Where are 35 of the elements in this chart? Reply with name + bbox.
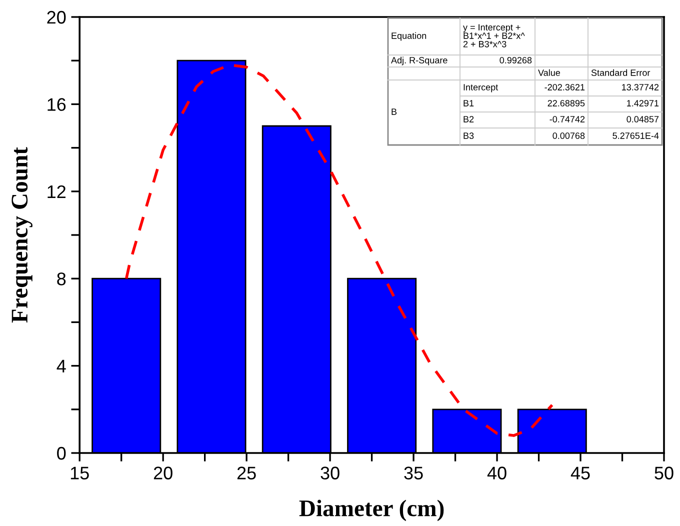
annotation: y = Intercept + B1*x^1 + B2*x^ 2 + B3*x^3 <box>463 24 525 48</box>
annotation: -202.3621 <box>544 84 585 90</box>
annotation: Adj. R-Square <box>391 56 448 66</box>
annotation: 13.37742 <box>622 84 659 90</box>
annotation: 0.04857 <box>626 116 659 122</box>
annotation: Standard Error <box>591 69 650 76</box>
annotation: Equation <box>392 32 426 41</box>
x-tick-label: 30 <box>320 466 340 480</box>
annotation: B1 <box>464 100 474 106</box>
annotation: B3 <box>464 132 474 139</box>
y-tick-label: 8 <box>57 272 66 286</box>
annotation: -0.74742 <box>550 116 585 122</box>
annotation: 1.42971 <box>627 100 659 106</box>
annotation: Value <box>538 69 560 76</box>
annotation: 0.00768 <box>552 132 585 139</box>
y-tick-label: 20 <box>47 10 66 24</box>
annotation: Intercept <box>464 84 498 92</box>
x-tick-label: 40 <box>487 466 506 480</box>
x-tick-label: 45 <box>570 466 590 480</box>
y-tick-label: 0 <box>57 446 66 460</box>
x-axis-title: Diameter (cm) <box>299 500 444 522</box>
x-tick-label: 35 <box>404 466 423 480</box>
y-axis-title: Frequency Count <box>12 147 32 323</box>
x-tick-label: 50 <box>654 466 674 480</box>
x-tick-label: 15 <box>70 466 89 480</box>
y-tick-label: 12 <box>48 185 66 198</box>
y-tick-label: 4 <box>56 360 66 372</box>
x-tick-label: 25 <box>237 466 256 480</box>
annotation: 22.68895 <box>548 100 585 106</box>
annotation: B2 <box>464 116 474 122</box>
annotation: B <box>392 108 397 115</box>
annotation: 5.27651E-4 <box>612 132 659 139</box>
annotation: 0.99268 <box>500 57 532 64</box>
y-tick-label: 16 <box>48 98 66 111</box>
x-tick-label: 20 <box>154 466 172 480</box>
